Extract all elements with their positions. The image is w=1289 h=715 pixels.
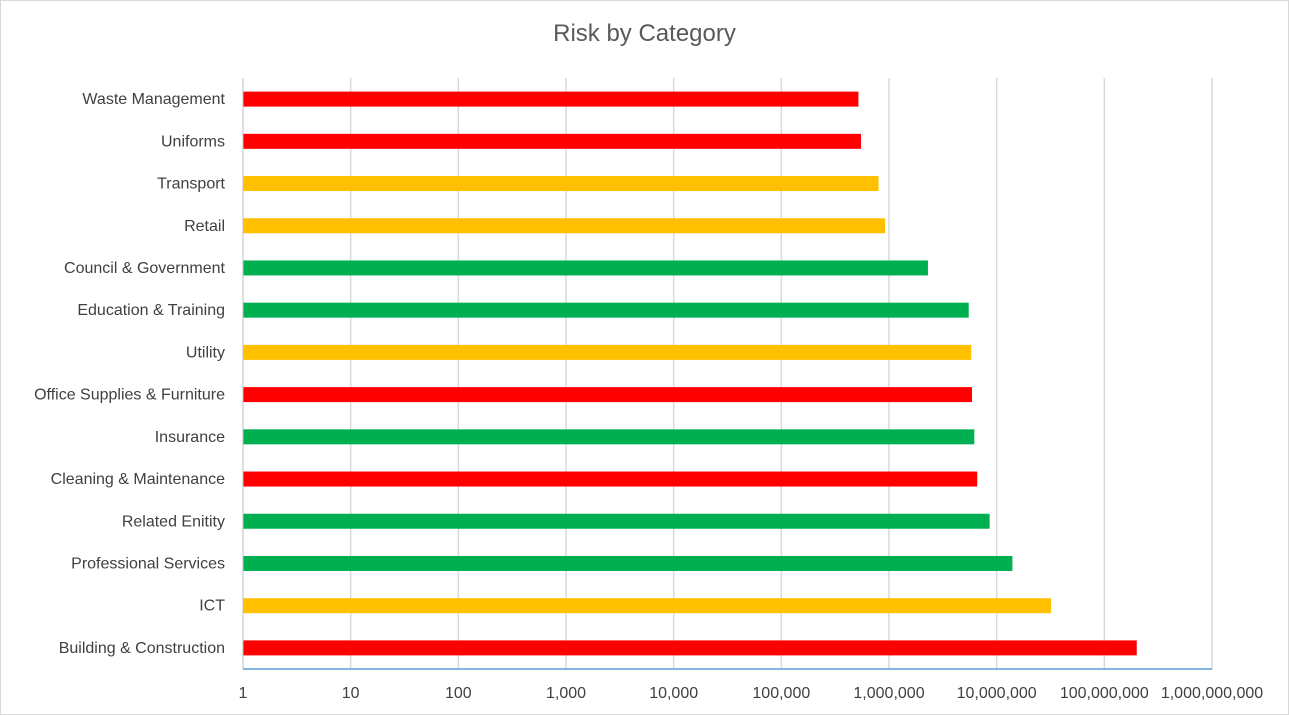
- bar: [243, 302, 969, 318]
- category-label: ICT: [199, 598, 225, 615]
- category-label: Transport: [157, 176, 225, 193]
- bar: [243, 218, 886, 234]
- bar: [243, 387, 972, 403]
- category-label: Related Enitity: [122, 513, 225, 530]
- category-label: Retail: [184, 218, 225, 235]
- x-tick-label: 10,000,000: [957, 685, 1037, 702]
- category-label: Waste Management: [82, 91, 225, 108]
- bar: [243, 344, 972, 360]
- bar: [243, 513, 990, 529]
- category-label: Uniforms: [161, 133, 225, 150]
- x-tick-label: 1,000: [546, 685, 586, 702]
- bar: [243, 91, 859, 107]
- x-tick-label: 100,000: [752, 685, 810, 702]
- category-label: Education & Training: [77, 302, 225, 319]
- x-tick-label: 100,000,000: [1060, 685, 1149, 702]
- category-label: Council & Government: [64, 260, 226, 277]
- category-label: Cleaning & Maintenance: [51, 471, 225, 488]
- x-tick-label: 1,000,000,000: [1161, 685, 1263, 702]
- bar: [243, 598, 1052, 614]
- chart-title: Risk by Category: [553, 20, 736, 47]
- x-tick-label: 10: [342, 685, 360, 702]
- bar: [243, 133, 862, 149]
- x-tick-label: 100: [445, 685, 472, 702]
- bar: [243, 555, 1013, 571]
- bar: [243, 640, 1137, 656]
- category-label: Professional Services: [71, 555, 225, 572]
- category-label: Insurance: [155, 429, 225, 446]
- x-tick-label: 1: [239, 685, 248, 702]
- x-tick-label: 1,000,000: [853, 685, 924, 702]
- bar: [243, 471, 978, 487]
- bar: [243, 176, 879, 192]
- bar: [243, 260, 928, 276]
- x-tick-label: 10,000: [649, 685, 698, 702]
- bar: [243, 429, 975, 445]
- category-label: Office Supplies & Furniture: [34, 387, 225, 404]
- category-label: Building & Construction: [59, 640, 225, 657]
- category-label: Utility: [186, 344, 225, 361]
